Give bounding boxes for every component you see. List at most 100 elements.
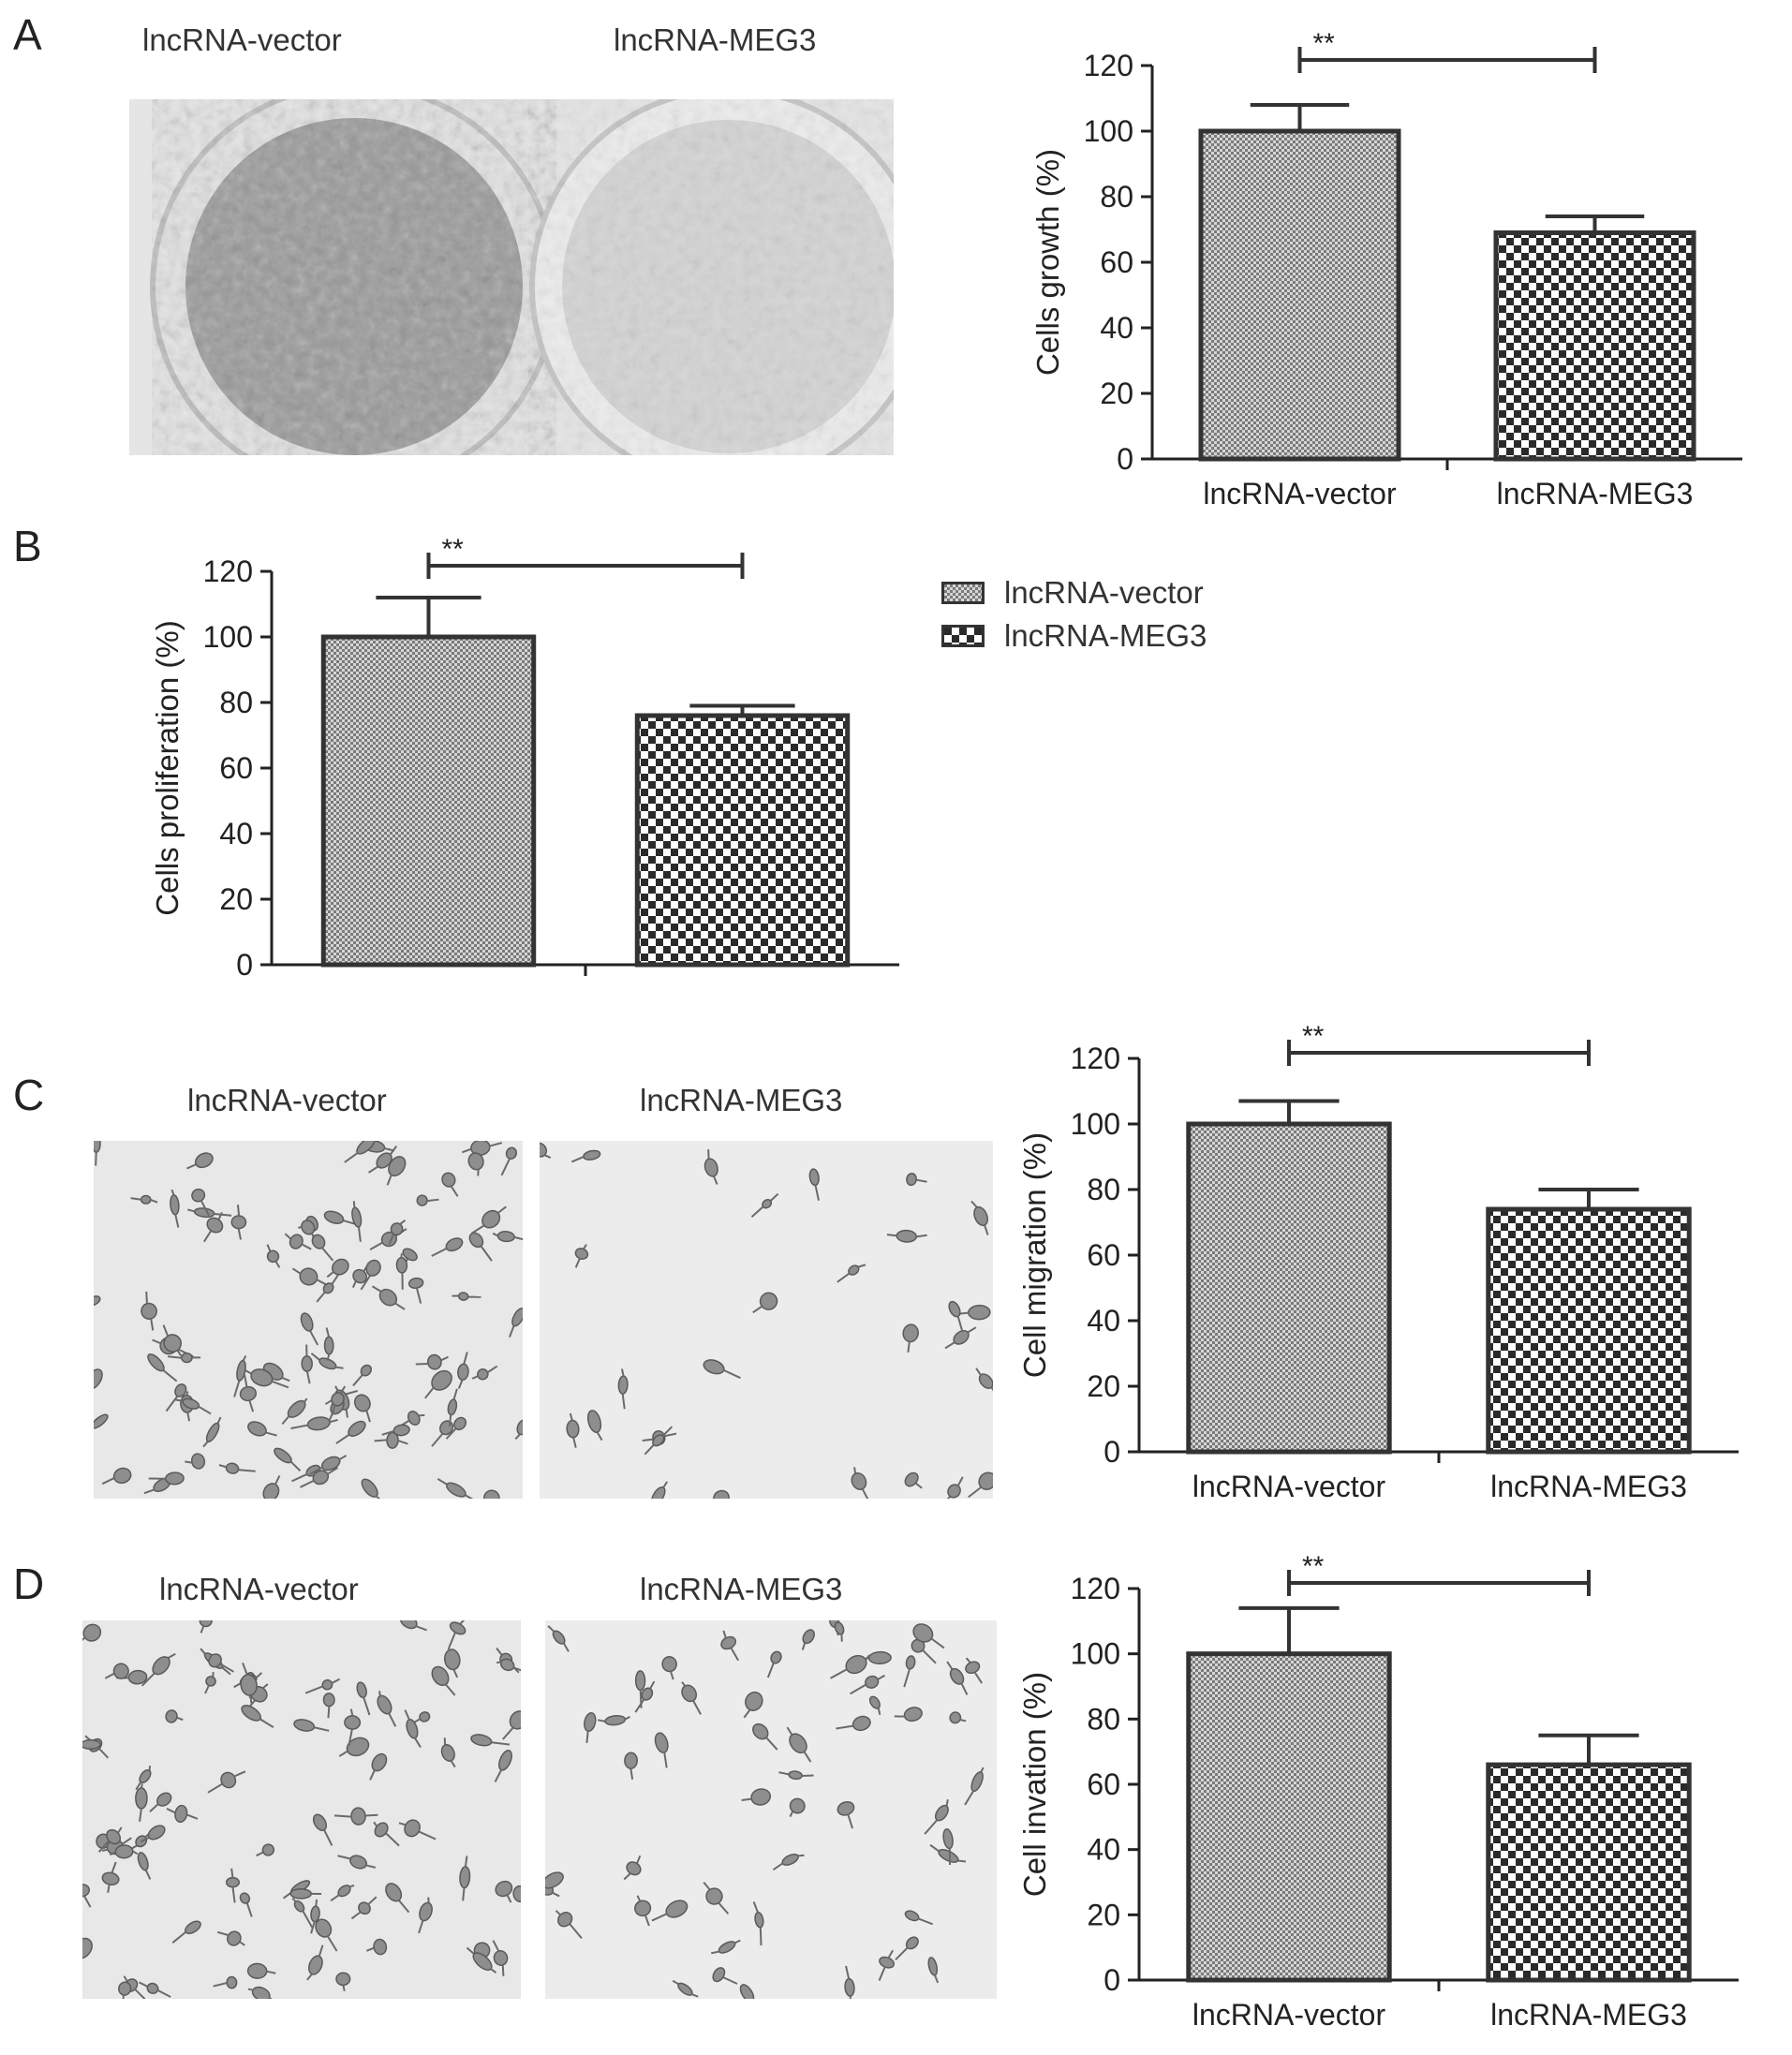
cell: [239, 1374, 258, 1412]
significance-label: **: [442, 534, 465, 565]
x-tick-label: lncRNA-MEG3: [1490, 1998, 1687, 2032]
photo-label-c-vector: lncRNA-vector: [187, 1083, 387, 1117]
y-tick-label: 100: [1084, 114, 1133, 148]
cell: [240, 1662, 258, 1704]
cell: [457, 1352, 469, 1389]
y-tick-label: 100: [1071, 1637, 1120, 1671]
cell: [634, 1670, 646, 1708]
panel-letter-d: D: [13, 1560, 45, 1608]
cell: [927, 1957, 940, 1984]
cell: [356, 1681, 371, 1716]
cell: [82, 1623, 102, 1647]
bar-meg3: [1486, 1206, 1692, 1455]
legend-label-meg3: lncRNA-MEG3: [1004, 618, 1207, 653]
cell: [471, 1205, 507, 1234]
cell: [333, 1807, 378, 1826]
y-tick-label: 40: [219, 817, 253, 850]
panel-letter-c: C: [13, 1071, 45, 1119]
bar-meg3: [1493, 230, 1696, 462]
y-tick-label: 80: [1087, 1702, 1120, 1736]
cell: [681, 1681, 702, 1715]
cell: [447, 1620, 469, 1650]
cell: [494, 1750, 512, 1782]
cell: [584, 1711, 597, 1744]
cell: [371, 1285, 406, 1310]
cell: [256, 1843, 275, 1857]
cell: [431, 1237, 464, 1257]
y-tick-label: 120: [1071, 1572, 1120, 1605]
cell: [301, 1344, 313, 1384]
cell: [703, 1881, 730, 1915]
cell: [309, 1455, 348, 1475]
cell: [274, 1447, 302, 1472]
cell: [239, 1892, 253, 1917]
cell: [310, 1899, 320, 1934]
photo-label-d-vector: lncRNA-vector: [159, 1572, 359, 1606]
y-tick-label: 40: [1087, 1304, 1120, 1338]
cell: [381, 1424, 410, 1437]
cell: [574, 1244, 589, 1268]
cell: [586, 1410, 603, 1441]
y-axis-label: Cells proliferation (%): [150, 620, 185, 915]
cell: [713, 1489, 730, 1499]
cell: [233, 1355, 247, 1397]
cell: [644, 1426, 674, 1456]
panel-letter-a: A: [13, 10, 42, 59]
cell: [437, 1478, 475, 1499]
cell: [165, 1709, 184, 1723]
y-axis-label: Cell migration (%): [1017, 1132, 1052, 1378]
cell: [284, 1233, 312, 1250]
cell: [968, 1471, 993, 1499]
x-tick-label: lncRNA-vector: [1192, 1998, 1386, 2032]
cell: [540, 1142, 552, 1159]
cell: [374, 1431, 408, 1449]
cell: [207, 1770, 246, 1794]
cell: [851, 1467, 871, 1499]
cell: [170, 1189, 180, 1228]
cell: [894, 1707, 923, 1722]
cell: [244, 1368, 289, 1389]
y-tick-label: 20: [1087, 1898, 1120, 1931]
cell: [720, 1630, 739, 1662]
cell: [289, 1887, 322, 1900]
cell: [166, 1804, 199, 1824]
cell: [335, 1420, 366, 1444]
cell: [148, 1471, 185, 1486]
cell: [965, 1657, 984, 1684]
cell: [315, 1918, 338, 1952]
cell: [404, 1709, 422, 1748]
cell: [247, 1421, 277, 1437]
cell: [424, 1369, 452, 1399]
cell: [139, 1981, 171, 1998]
cell: [752, 1722, 778, 1751]
cell: [366, 1938, 388, 1956]
y-tick-label: 60: [1100, 245, 1133, 279]
cell: [266, 1244, 281, 1268]
cell: [466, 1946, 497, 1974]
cell: [399, 1411, 425, 1427]
migration-photo-vector: [94, 1141, 523, 1499]
cell: [441, 1172, 459, 1197]
cell: [496, 1658, 521, 1675]
y-tick-label: 20: [219, 882, 253, 916]
invasion-photo-vector: [82, 1620, 521, 1999]
y-tick-label: 80: [1100, 180, 1133, 214]
y-tick-label: 0: [1103, 1435, 1120, 1469]
cell: [452, 1292, 481, 1301]
cell: [385, 1883, 410, 1914]
cell: [262, 1475, 281, 1499]
cell: [213, 1975, 238, 1989]
cell: [545, 1871, 564, 1889]
y-tick-label: 120: [203, 554, 253, 588]
cell: [141, 1652, 176, 1687]
y-tick-label: 60: [1087, 1238, 1120, 1272]
cell: [171, 1920, 201, 1944]
cell: [514, 1419, 523, 1440]
cell: [101, 1467, 132, 1486]
cell: [199, 1620, 213, 1634]
cell: [147, 1353, 178, 1382]
cell: [651, 1900, 689, 1922]
cell: [772, 1853, 805, 1870]
y-tick-label: 20: [1087, 1369, 1120, 1403]
significance-label: **: [1313, 28, 1336, 59]
